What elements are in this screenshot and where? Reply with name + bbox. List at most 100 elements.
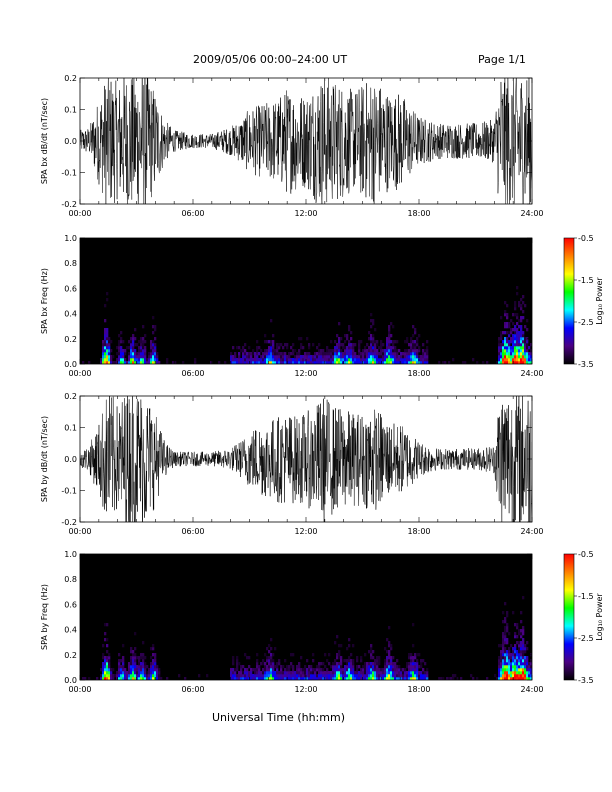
spectrogram-cell [234,674,237,678]
spectrogram-cell [412,662,415,666]
spectrogram-cell [340,662,343,666]
spectrogram-cell [268,349,271,353]
spectrogram-cell [348,677,351,680]
spectrogram-cell [102,674,105,678]
spectrogram-cell [108,349,111,353]
spectrogram-cell [526,674,529,678]
spectrogram-cell [390,665,393,669]
spectrogram-cell [144,334,147,338]
spectrogram-cell [526,328,529,332]
spectrogram-cell [154,674,157,678]
spectrogram-cell [146,674,149,678]
spectrogram-cell [230,352,233,356]
spectrogram-cell [392,349,395,353]
spectrogram-cell [302,358,305,362]
spectrogram-cell [156,358,159,362]
spectrogram-cell [374,674,377,678]
spectrogram-cell [328,671,331,675]
spectrogram-cell [270,671,273,675]
spectrogram-cell [412,349,415,353]
spectrogram-cell [298,668,301,672]
spectrogram-cell [344,358,347,362]
spectrogram-cell [414,674,417,678]
spectrogram-cell [440,677,443,680]
spectrogram-cell [516,361,519,364]
spectrogram-cell [268,352,271,356]
x-axis-title: Universal Time (hh:mm) [212,711,345,724]
spectrogram-cell [422,671,425,675]
spectrogram-cell [370,668,373,672]
spectrogram-cell [332,677,335,680]
spectrogram-cell [384,349,387,353]
spectrogram-cell [526,656,529,660]
spectrogram-cell [506,629,509,633]
spectrogram-cell [404,671,407,675]
spectrogram-cell [240,361,243,364]
spectrogram-cell [272,346,275,350]
spectrogram-cell [126,361,129,364]
spectrogram-cell [104,346,107,350]
spectrogram-cell [112,361,115,364]
spectrogram-cell [150,665,153,669]
spectrogram-cell [142,340,145,344]
spectrogram-cell [522,656,525,660]
spectrogram-cell [514,352,517,356]
spectrogram-cell [364,352,367,356]
spectrogram-cell [392,662,395,666]
spectrogram-cell [116,671,119,675]
spectrogram-cell [326,358,329,362]
spectrogram-cell [392,355,395,359]
spectrogram-cell [522,301,525,305]
spectrogram-cell [118,361,121,364]
spectrogram-cell [240,677,243,680]
spectrogram-cell [368,358,371,362]
spectrogram-cell [386,340,389,344]
spectrogram-cell [524,659,527,663]
spectrogram-cell [326,659,329,663]
spectrogram-cell [386,343,389,347]
spectrogram-cell [390,355,393,359]
spectrogram-cell [268,346,271,350]
spectrogram-cell [514,677,517,680]
spectrogram-cell [308,674,311,678]
spectrogram-cell [342,346,345,350]
spectrogram-cell [248,665,251,669]
spectrogram-cell [376,352,379,356]
spectrogram-cell [422,355,425,359]
spectrogram-cell [524,671,527,675]
spectrogram-cell [384,361,387,364]
spectrogram-cell [116,358,119,362]
spectrogram-cell [518,644,521,648]
spectrogram-cell [268,650,271,654]
spectrogram-cell [302,668,305,672]
spectrogram-cell [288,355,291,359]
spectrogram-cell [292,653,295,657]
spectrogram-cell [104,632,107,636]
spectrogram-cell [134,343,137,347]
spectrogram-cell [410,653,413,657]
spectrogram-cell [262,358,265,362]
spectrogram-cell [370,337,373,341]
spectrogram-cell [388,671,391,675]
spectrogram-cell [304,352,307,356]
spectrogram-cell [116,677,119,680]
spectrogram-cell [398,361,401,364]
spectrogram-cell [396,677,399,680]
spectrogram-cell [160,677,163,680]
spectrogram-cells [82,286,532,364]
spectrogram-cell [394,361,397,364]
spectrogram-cell [372,677,375,680]
spectrogram-cell [244,671,247,675]
spectrogram-cell [106,665,109,669]
spectrogram-cell [154,668,157,672]
spectrogram-cell [410,659,413,663]
spectrogram-cell [516,316,519,320]
spectrogram-cell [108,665,111,669]
spectrogram-cell [108,656,111,660]
spectrogram-cell [274,352,277,356]
spectrogram-cell [156,668,159,672]
spectrogram-cell [416,352,419,356]
spectrogram-cell [268,674,271,678]
spectrogram-cell [350,337,353,341]
spectrogram-cell [270,343,273,347]
